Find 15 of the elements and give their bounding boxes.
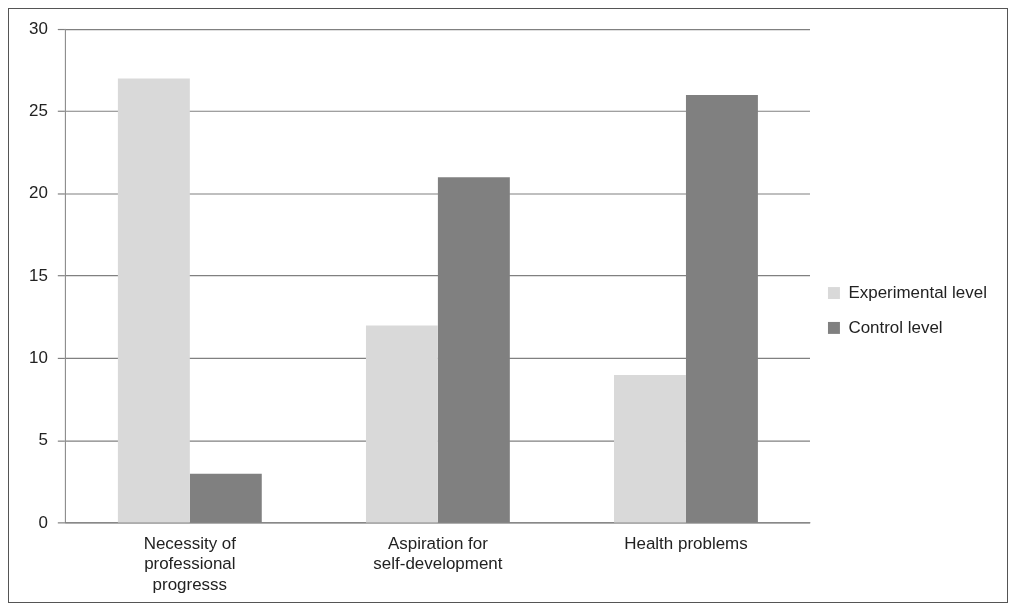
x-tick-label: Aspiration for self-development bbox=[373, 533, 503, 574]
y-tick-label: 10 bbox=[28, 348, 48, 368]
legend-label: Control level bbox=[848, 317, 943, 337]
bar bbox=[614, 374, 686, 523]
y-tick-label: 20 bbox=[28, 183, 48, 203]
y-tick-label: 0 bbox=[38, 512, 48, 532]
bar bbox=[365, 325, 438, 523]
y-tick-label: 15 bbox=[28, 265, 48, 285]
bar bbox=[117, 78, 190, 523]
y-tick-label: 30 bbox=[28, 18, 48, 38]
x-tick-label: Health problems bbox=[624, 533, 748, 553]
y-tick-label: 5 bbox=[38, 430, 48, 450]
x-tick-label: Necessity of professional progresss bbox=[143, 533, 237, 594]
y-tick-label: 25 bbox=[28, 101, 48, 121]
legend-label: Experimental level bbox=[848, 282, 987, 302]
